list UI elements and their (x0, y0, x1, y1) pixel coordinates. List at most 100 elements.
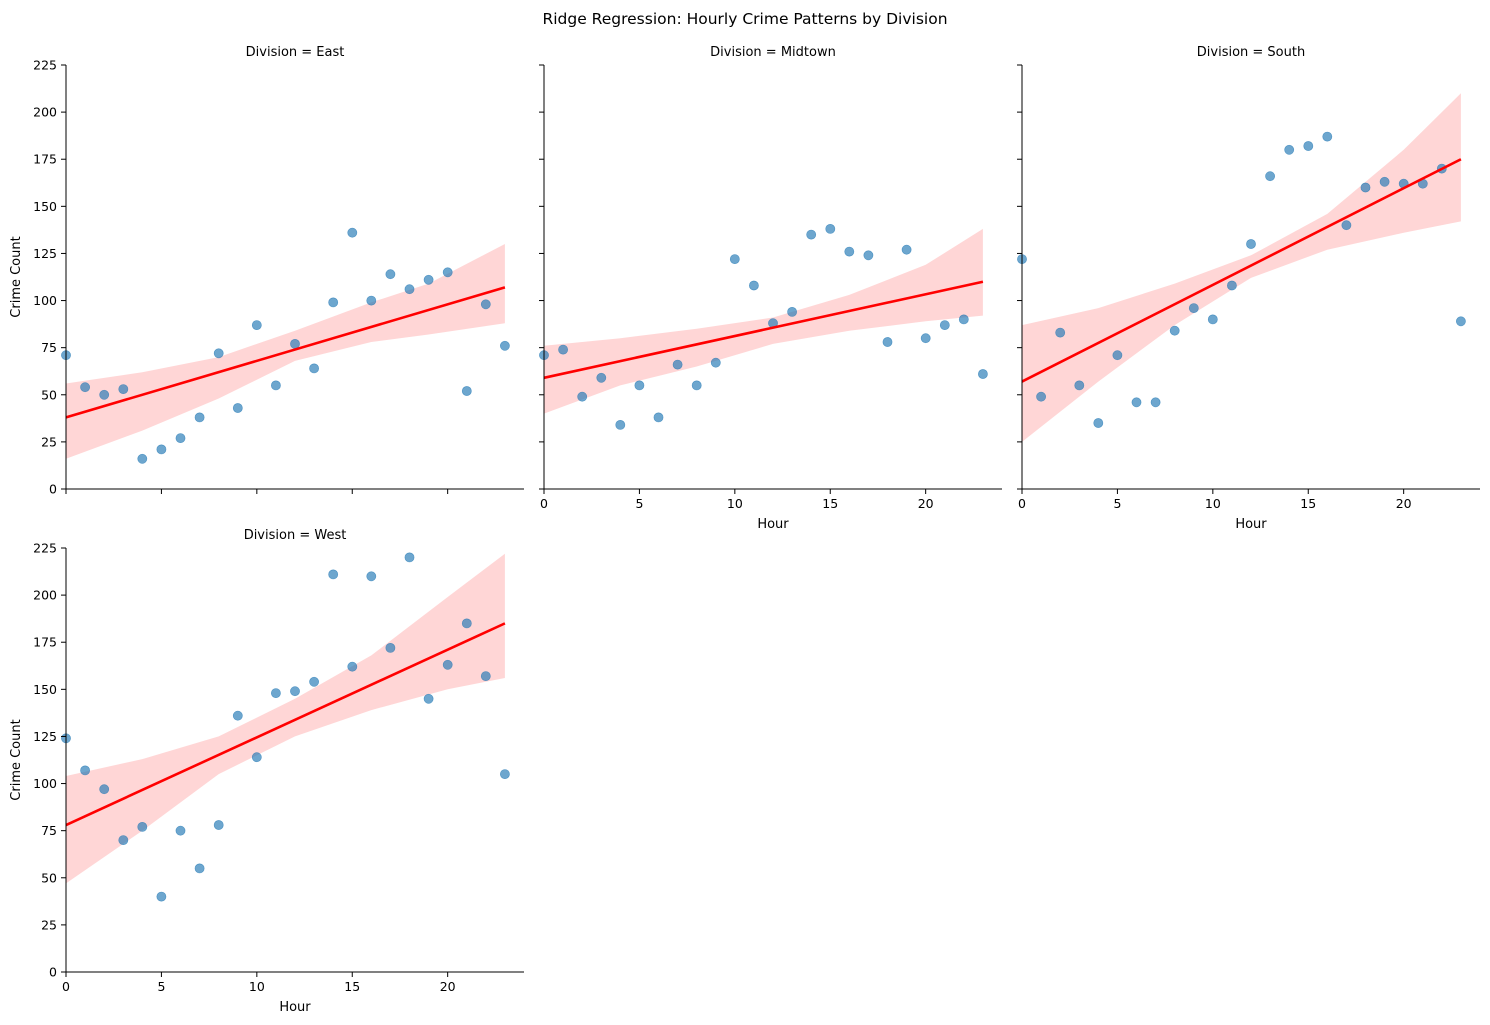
y-tick-label: 200 (33, 105, 57, 120)
data-point (404, 552, 415, 563)
data-point (213, 820, 224, 830)
data-point (825, 223, 836, 234)
x-axis-label: Hour (279, 1000, 311, 1015)
data-point (596, 372, 607, 383)
figure-title: Ridge Regression: Hourly Crime Patterns … (542, 10, 947, 28)
data-point (882, 337, 893, 347)
data-point (347, 227, 358, 238)
data-point (1303, 141, 1314, 151)
data-point (901, 244, 912, 255)
data-point (80, 765, 90, 776)
data-point (423, 693, 434, 704)
y-tick-label: 150 (33, 682, 57, 697)
x-tick-label: 15 (344, 979, 360, 994)
y-tick-label: 200 (33, 588, 57, 603)
y-tick-label: 25 (41, 434, 57, 449)
data-point (1456, 316, 1466, 327)
x-tick-label: 0 (1018, 496, 1026, 511)
x-tick-label: 10 (1205, 496, 1221, 511)
data-point (290, 338, 300, 349)
y-tick-label: 50 (41, 870, 57, 885)
data-point (672, 359, 683, 370)
data-point (290, 686, 300, 697)
data-point (653, 412, 664, 423)
regression-line (65, 286, 506, 419)
data-point (309, 363, 319, 374)
data-point (175, 825, 186, 836)
data-point (251, 320, 262, 330)
data-point (156, 444, 167, 455)
x-tick-label: 5 (1113, 496, 1121, 511)
data-point (309, 676, 319, 687)
panel-title: Division = South (1197, 45, 1305, 60)
data-point (385, 643, 396, 653)
data-point (558, 344, 568, 355)
data-point (1055, 327, 1066, 338)
data-point (137, 453, 148, 464)
data-point (461, 618, 472, 629)
data-point (232, 403, 243, 413)
data-point (787, 306, 797, 317)
data-point (366, 295, 377, 306)
panel-title: Division = West (244, 528, 347, 543)
y-tick-label: 0 (49, 965, 57, 980)
data-point (328, 569, 339, 580)
data-point (385, 269, 396, 280)
regression-line (65, 622, 506, 827)
data-point (175, 433, 186, 443)
data-point (499, 340, 510, 351)
y-tick-label: 125 (33, 729, 57, 744)
data-point (920, 333, 931, 344)
x-tick-label: 0 (540, 496, 548, 511)
data-point (1169, 325, 1180, 336)
panel-title: Division = East (246, 45, 345, 60)
panel-3: Division = South 0 5 10 15 20 Hour (1017, 45, 1480, 532)
y-tick-label: 75 (41, 823, 57, 838)
x-tick-label: 20 (1396, 496, 1412, 511)
data-point (1093, 418, 1104, 428)
y-tick-label: 25 (41, 917, 57, 932)
data-point (844, 246, 855, 257)
data-point (442, 659, 453, 670)
data-point (328, 297, 339, 308)
x-axis-label: Hour (757, 517, 789, 532)
data-point (118, 835, 129, 845)
data-point (806, 229, 817, 240)
y-axis-label: Crime Count (9, 236, 24, 317)
data-point (691, 380, 702, 391)
y-tick-label: 175 (33, 635, 57, 650)
panels-container: Division = East0255075100125150175200225… (9, 45, 1480, 1015)
y-axis-label: Crime Count (9, 719, 24, 800)
data-point (1131, 397, 1142, 408)
data-point (80, 382, 90, 393)
data-point (634, 380, 645, 391)
data-point (442, 267, 453, 278)
x-tick-label: 10 (727, 496, 743, 511)
panel-2: Division = Midtown 0 5 10 15 20 Hour (539, 45, 1002, 532)
regression-line (543, 280, 984, 380)
panel-1: Division = East 0 25 50 75 100 125 150 175 200 225… (9, 45, 524, 497)
data-point (251, 752, 262, 763)
y-tick-label: 225 (33, 541, 57, 556)
data-point (270, 380, 281, 391)
data-point (499, 769, 510, 779)
data-point (480, 671, 491, 681)
y-tick-label: 50 (41, 387, 57, 402)
y-tick-label: 100 (33, 776, 57, 791)
data-point (1322, 131, 1333, 142)
data-point (1379, 176, 1390, 187)
data-point (404, 284, 415, 295)
y-tick-label: 150 (33, 199, 57, 214)
data-point (232, 710, 243, 721)
data-point (480, 299, 491, 310)
y-tick-label: 175 (33, 152, 57, 167)
data-point (1284, 144, 1295, 155)
x-tick-label: 15 (1300, 496, 1316, 511)
data-point (958, 314, 969, 325)
regression-line (1021, 158, 1462, 383)
data-point (423, 274, 434, 285)
confidence-band (1022, 93, 1461, 442)
data-point (118, 384, 129, 394)
data-point (270, 688, 281, 698)
